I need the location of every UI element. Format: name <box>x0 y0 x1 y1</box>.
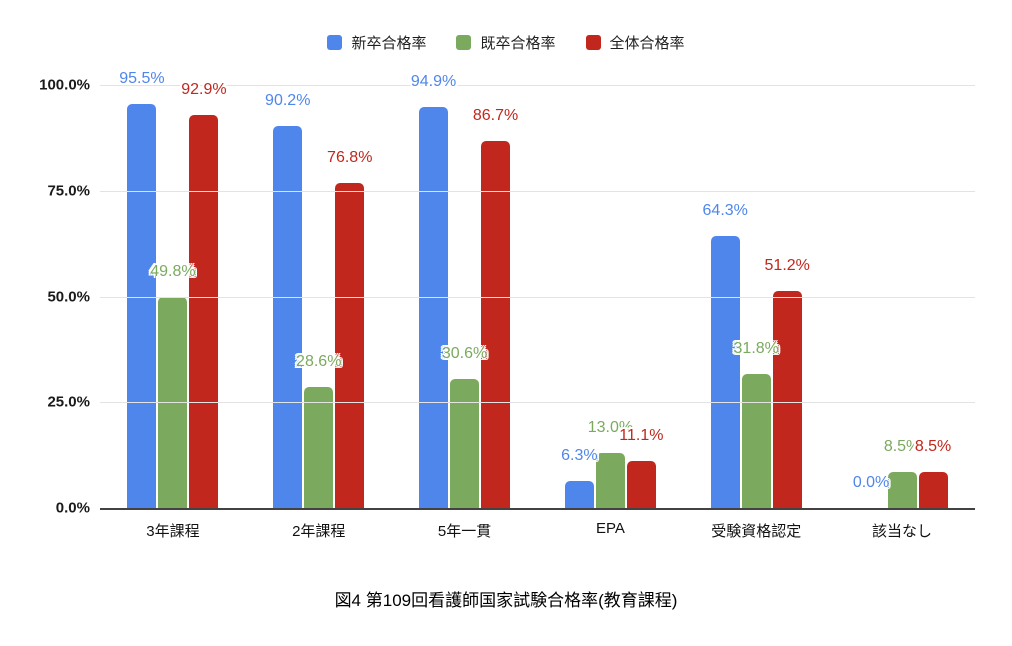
bar-value-label: 51.2% <box>764 257 810 275</box>
bar-group: 94.9% 30.6% 86.7% 5年一貫 <box>392 73 538 540</box>
bar-value-label: 0.0% <box>852 474 890 491</box>
legend-label: 全体合格率 <box>609 35 685 52</box>
bar: 31.8% <box>734 340 779 508</box>
legend-item: 全体合格率 <box>585 32 685 53</box>
bar: 8.5% <box>915 438 951 508</box>
bar: 6.3% <box>561 447 598 508</box>
bar-value-label: 76.8% <box>327 149 373 167</box>
bar-value-label: 13.0% <box>587 419 634 437</box>
legend-label: 既卒合格率 <box>480 35 556 52</box>
gridline <box>100 296 975 298</box>
gridline <box>100 85 975 86</box>
bar-value-label: 94.9% <box>410 72 457 90</box>
bar: 95.5% <box>119 70 165 508</box>
bar: 30.6% <box>442 345 487 508</box>
bar: 94.9% <box>411 73 456 508</box>
chart-caption: 図4 第109回看護師国家試験合格率(教育課程) <box>334 591 678 610</box>
bar-group: 64.3% 31.8% 51.2% 受験資格認定 <box>683 85 829 540</box>
bar: 51.2% <box>765 257 810 508</box>
bar-group: 6.3% 13.0% 11.1% EPA <box>537 85 683 537</box>
bar-value-label: 86.7% <box>472 107 519 125</box>
category-label: 受験資格認定 <box>711 523 802 540</box>
bar: 8.5% <box>884 438 920 508</box>
bar-value-label: 30.6% <box>441 344 488 362</box>
category-label: EPA <box>595 520 625 537</box>
category-label: 5年一貫 <box>437 523 492 540</box>
bar-group: 0.0% 8.5% 8.5% 該当なし <box>829 85 975 540</box>
bar: 28.6% <box>296 353 341 508</box>
category-label: 該当なし <box>872 523 933 540</box>
gridline <box>100 190 975 192</box>
bar-value-label: 64.3% <box>702 202 748 220</box>
chart-legend: 新卒合格率 既卒合格率 全体合格率 <box>0 32 1012 53</box>
bar-value-label: 49.8% <box>150 263 196 281</box>
y-axis-tick-label: 100.0% <box>39 76 90 94</box>
bar: 11.1% <box>619 427 663 508</box>
bar-value-label: 11.1% <box>619 427 664 445</box>
bar: 92.9% <box>181 81 227 508</box>
bar-value-label: 6.3% <box>561 447 598 465</box>
bar: 86.7% <box>473 107 518 508</box>
bar-value-label: 90.2% <box>265 92 311 110</box>
gridline <box>100 402 975 404</box>
legend-item: 新卒合格率 <box>327 32 426 53</box>
legend-item: 既卒合格率 <box>456 32 556 53</box>
legend-swatch-icon <box>456 35 472 50</box>
bar-value-label: 8.5% <box>914 438 952 456</box>
legend-swatch-icon <box>585 35 601 50</box>
plot-area: 95.5% 49.8% 92.9% 3年課程 90.2% 28.6% 76.8% 2年課程 94… <box>39 70 975 540</box>
bar: 90.2% <box>265 92 310 508</box>
y-axis-tick-label: 0.0% <box>55 499 90 517</box>
bar-value-label: 8.5% <box>883 438 921 456</box>
legend-label: 新卒合格率 <box>351 35 427 52</box>
category-label: 2年課程 <box>292 523 346 540</box>
y-axis-tick-label: 25.0% <box>47 393 90 411</box>
bar: 64.3% <box>703 202 748 508</box>
category-label: 3年課程 <box>146 523 200 540</box>
bar-group: 90.2% 28.6% 76.8% 2年課程 <box>246 85 392 540</box>
bar-value-label: 95.5% <box>119 70 165 88</box>
legend-swatch-icon <box>327 35 343 50</box>
bar-value-label: 28.6% <box>296 353 342 371</box>
y-axis-tick-label: 75.0% <box>47 182 90 200</box>
bar-value-label: 92.9% <box>181 81 227 99</box>
bar-value-label: 31.8% <box>733 339 779 357</box>
bar: 13.0% <box>588 419 633 508</box>
y-axis-tick-label: 50.0% <box>47 288 90 305</box>
bar: 76.8% <box>327 149 372 508</box>
